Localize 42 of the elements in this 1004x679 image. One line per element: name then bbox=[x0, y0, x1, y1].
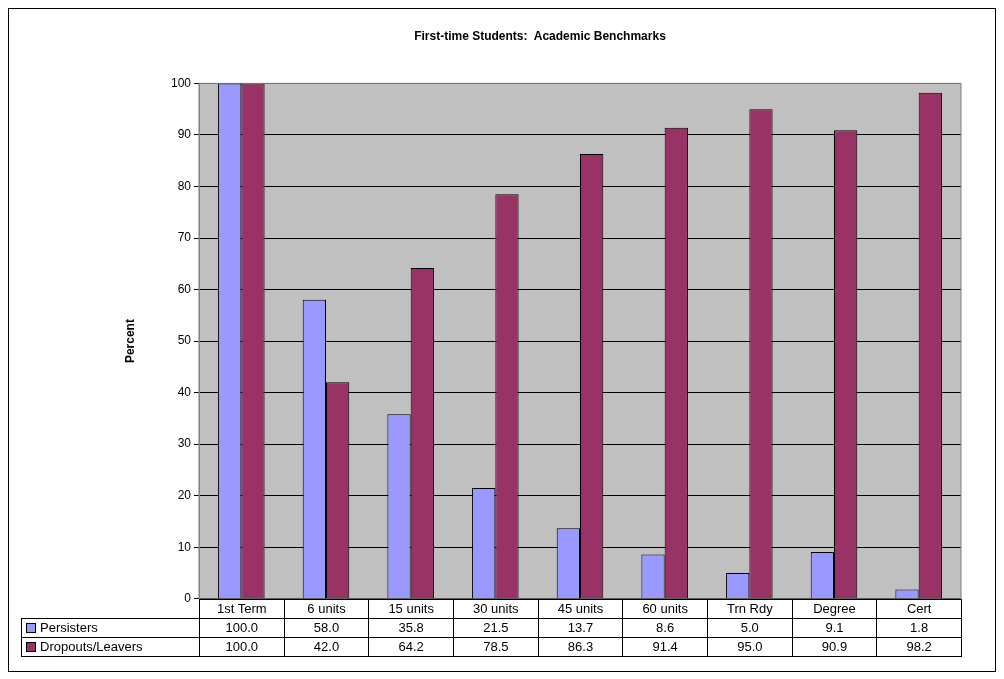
chart-title: First-time Students: Academic Benchmarks bbox=[414, 28, 667, 43]
y-tick-label: 20 bbox=[177, 488, 192, 503]
data-label: 5.0 bbox=[707, 617, 793, 638]
y-tick-label: 10 bbox=[177, 539, 192, 554]
data-label: 13.7 bbox=[537, 617, 624, 638]
y-tick-label: 60 bbox=[177, 281, 192, 296]
y-tick-label: 100 bbox=[170, 75, 192, 90]
data-label: 21.5 bbox=[453, 617, 539, 638]
y-tick-label: 90 bbox=[177, 127, 192, 142]
x-tick-label: Trn Rdy bbox=[707, 598, 793, 619]
data-label: 91.4 bbox=[622, 636, 708, 657]
y-tick-label: 80 bbox=[177, 178, 192, 193]
y-tick-label: 50 bbox=[177, 333, 192, 348]
y-tick-label: 40 bbox=[177, 384, 192, 399]
data-label: 100.0 bbox=[199, 617, 285, 638]
data-label: 58.0 bbox=[283, 617, 370, 638]
data-label: 95.0 bbox=[707, 636, 793, 657]
x-tick-label: Cert bbox=[876, 598, 962, 619]
x-tick-label: 1st Term bbox=[199, 598, 285, 619]
x-tick-label: 6 units bbox=[283, 598, 370, 619]
x-tick-label: Degree bbox=[791, 598, 878, 619]
y-tick-label: 30 bbox=[177, 436, 192, 451]
data-label: 1.8 bbox=[876, 617, 962, 638]
y-tick-label: 70 bbox=[177, 230, 192, 245]
legend-label: Persisters bbox=[21, 617, 200, 638]
data-label: 8.6 bbox=[622, 617, 708, 638]
x-tick-label: 15 units bbox=[368, 598, 454, 619]
x-tick-label: 45 units bbox=[537, 598, 624, 619]
data-label: 42.0 bbox=[283, 636, 370, 657]
data-label: 90.9 bbox=[791, 636, 878, 657]
data-label: 98.2 bbox=[876, 636, 962, 657]
y-axis-title: Percent bbox=[122, 319, 137, 364]
data-label: 86.3 bbox=[537, 636, 624, 657]
y-tick-label: 0 bbox=[184, 591, 192, 606]
x-tick-label: 30 units bbox=[453, 598, 539, 619]
data-label: 9.1 bbox=[791, 617, 878, 638]
data-label: 100.0 bbox=[199, 636, 285, 657]
x-tick-label: 60 units bbox=[622, 598, 708, 619]
data-label: 64.2 bbox=[368, 636, 454, 657]
data-label: 35.8 bbox=[368, 617, 454, 638]
legend-label: Dropouts/Leavers bbox=[21, 636, 200, 657]
data-label: 78.5 bbox=[453, 636, 539, 657]
